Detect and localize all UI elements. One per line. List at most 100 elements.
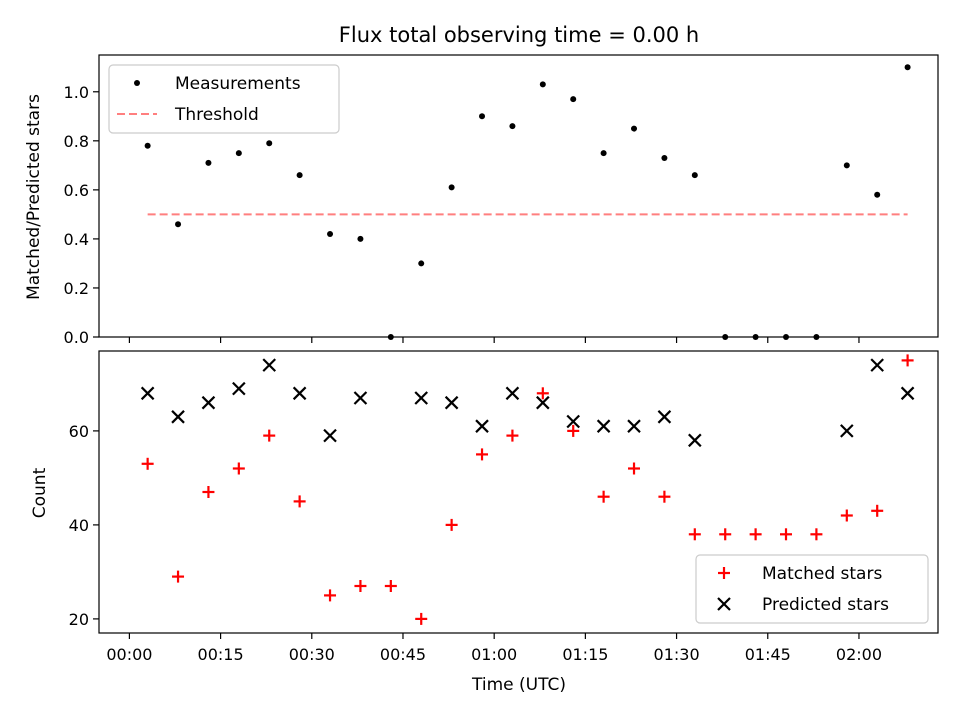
x-tick-label: 01:15 — [562, 645, 608, 664]
measurement-point — [296, 172, 303, 179]
predicted-star-point — [840, 424, 854, 438]
measurement-point — [691, 172, 698, 179]
count-panel: 20 40 60 00:00 00:15 00:30 00:45 01:00 01:15 01:3… — [69, 350, 939, 664]
predicted-star-point — [566, 414, 580, 429]
matched-star-point — [536, 387, 549, 400]
bottom-series-0 — [141, 354, 914, 625]
matched-star-point — [324, 589, 337, 602]
bottom-y-axis-label: Count — [30, 467, 50, 518]
top-y-tick-label: 0.8 — [64, 132, 89, 151]
x-axis-label: Time (UTC) — [471, 675, 566, 695]
predicted-star-point — [596, 419, 611, 433]
matched-star-point — [476, 448, 489, 461]
measurement-point — [357, 235, 364, 242]
measurement-point — [661, 154, 668, 161]
measurement-point — [479, 113, 486, 120]
ratio-panel: 0.0 0.2 0.4 0.6 0.8 1.0 Measurements Threshold — [64, 54, 939, 347]
x-tick-label: 00:00 — [106, 645, 152, 664]
top-y-tick-label: 0.6 — [64, 181, 89, 200]
measurement-point — [843, 162, 850, 169]
predicted-star-point — [171, 410, 185, 424]
matched-star-point — [354, 580, 367, 592]
matched-star-point — [202, 486, 215, 498]
top-y-tick-label: 0.2 — [64, 279, 89, 298]
x-tick-label: 01:45 — [745, 645, 791, 664]
x-tick-label: 00:30 — [289, 645, 335, 664]
top-y-axis-label: Matched/Predicted stars — [24, 94, 44, 300]
bottom-y-tick-label: 60 — [69, 422, 89, 441]
legend-marker-dot — [134, 80, 140, 86]
matched-star-point — [172, 570, 185, 583]
matched-star-point — [871, 504, 884, 517]
measurement-point — [631, 125, 638, 132]
legend-marker-plus — [718, 567, 730, 579]
x-tick-label: 00:45 — [380, 645, 426, 664]
predicted-star-point — [444, 395, 459, 410]
legend-marker-x — [717, 597, 731, 611]
predicted-star-point — [262, 358, 277, 372]
predicted-star-point — [140, 386, 155, 401]
top-y-tick-label: 1.0 — [64, 83, 89, 102]
predicted-star-point — [870, 358, 884, 372]
top-legend: Measurements Threshold — [108, 64, 340, 134]
predicted-star-point — [688, 433, 702, 448]
matched-star-point — [719, 528, 732, 541]
measurement-point — [235, 150, 242, 157]
legend-label: Threshold — [174, 105, 259, 125]
predicted-star-point — [657, 410, 672, 424]
predicted-star-point — [627, 419, 641, 433]
measurement-point — [448, 184, 455, 191]
bottom-plot-frame — [98, 350, 939, 634]
matched-star-point — [688, 528, 701, 541]
measurement-point — [813, 334, 820, 340]
x-tick-label: 02:00 — [836, 645, 882, 664]
legend-label: Matched stars — [762, 564, 882, 584]
matched-star-point — [840, 509, 853, 522]
measurement-point — [722, 334, 729, 340]
measurement-point — [874, 191, 881, 198]
measurement-point — [266, 140, 273, 147]
matched-star-point — [658, 490, 671, 503]
bottom-series-1 — [140, 358, 915, 448]
x-tick-label: 00:15 — [198, 645, 244, 664]
measurement-point — [752, 334, 759, 340]
measurement-point — [570, 96, 577, 103]
bottom-legend: Matched stars Predicted stars — [695, 554, 929, 624]
bottom-y-tick-label: 20 — [69, 610, 89, 629]
measurement-point — [144, 142, 151, 149]
matched-star-point — [263, 429, 276, 442]
measurement-point — [600, 150, 607, 157]
matched-star-point — [232, 462, 245, 475]
matched-star-point — [445, 518, 458, 531]
top-plot-frame — [98, 54, 939, 338]
top-y-tick-label: 0.0 — [64, 328, 89, 347]
predicted-star-point — [414, 391, 429, 405]
predicted-star-point — [353, 391, 368, 405]
measurement-point — [205, 159, 212, 166]
matched-star-point — [141, 457, 154, 470]
measurement-point — [904, 64, 911, 71]
top-legend-box — [108, 64, 340, 134]
top-series-0 — [144, 64, 911, 340]
matched-star-point — [749, 528, 762, 541]
measurement-point — [418, 260, 425, 267]
x-tick-label: 01:00 — [471, 645, 517, 664]
chart-title: Flux total observing time = 0.00 h — [339, 23, 699, 47]
predicted-star-point — [536, 395, 550, 410]
matched-star-point — [628, 462, 641, 475]
matched-star-point — [415, 612, 428, 625]
predicted-star-point — [475, 419, 489, 433]
matched-star-point — [810, 528, 823, 541]
matched-star-point — [780, 528, 793, 541]
legend-label: Predicted stars — [762, 595, 889, 615]
measurement-point — [327, 231, 334, 238]
predicted-star-point — [232, 381, 246, 396]
matched-star-point — [901, 354, 914, 367]
measurement-point — [175, 221, 182, 228]
matched-star-point — [293, 495, 306, 508]
predicted-star-point — [323, 428, 337, 443]
top-y-tick-label: 0.4 — [64, 230, 89, 249]
matched-star-point — [597, 490, 610, 503]
predicted-star-point — [201, 395, 216, 410]
x-tick-label: 01:30 — [654, 645, 700, 664]
